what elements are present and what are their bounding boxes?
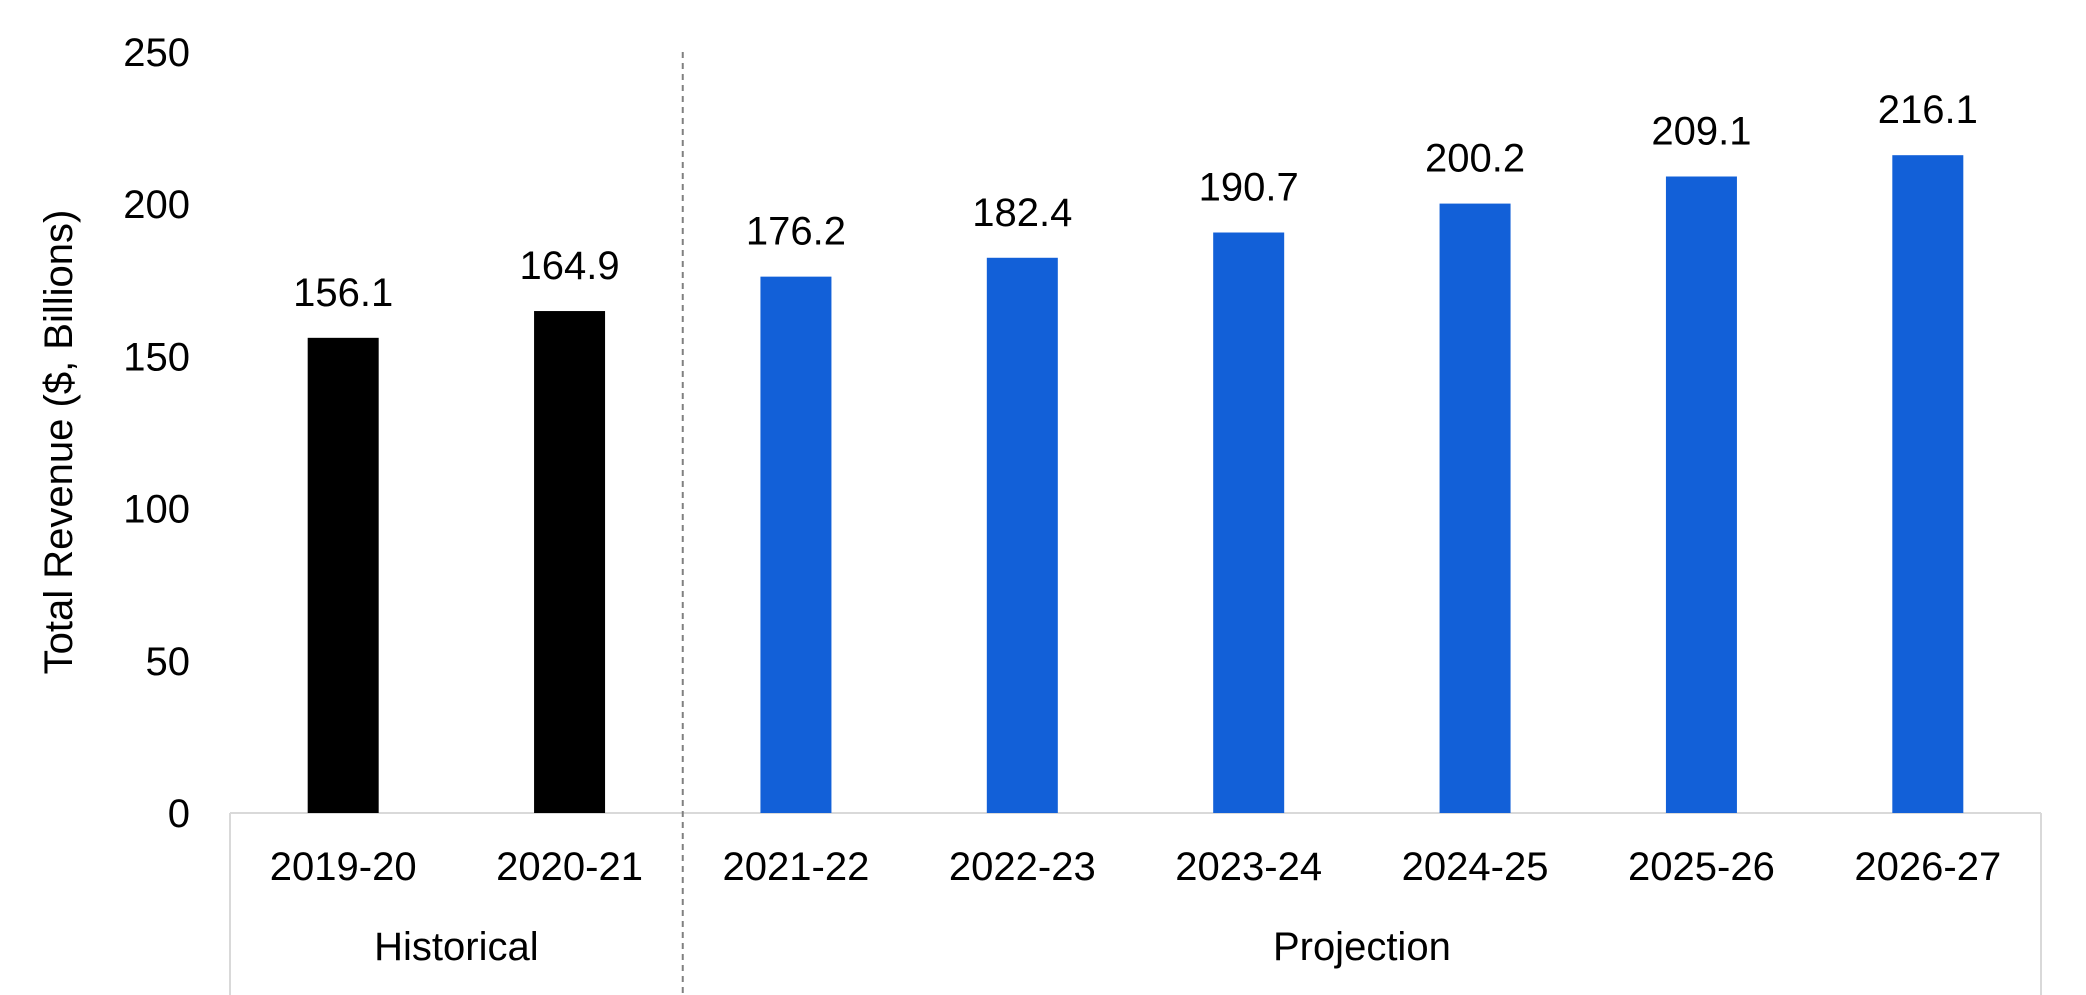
bar-2022-23 [986,257,1058,813]
y-tick-label: 150 [123,335,190,379]
group-labels: Historical Projection [374,52,1451,995]
data-labels: 156.1 164.9 176.2 182.4 190.7 200.2 209.1 216.1 [293,88,1978,315]
bar-2025-26 [1665,176,1737,813]
x-axis: 2019-20 2020-21 2021-22 2022-23 2023-24 2024-… [229,812,2042,995]
data-label-2022-23: 182.4 [972,191,1072,235]
bar-2024-25 [1439,203,1511,814]
data-label-2020-21: 164.9 [520,244,620,288]
bar-2026-27 [1892,155,1964,814]
data-label-2021-22: 176.2 [746,210,846,254]
y-tick-label: 0 [168,792,190,836]
x-tick-label-2022-23: 2022-23 [949,845,1096,889]
bar-2020-21 [534,311,606,813]
bar-2021-22 [760,276,832,813]
x-tick-label-2020-21: 2020-21 [496,845,643,889]
group-label-projection: Projection [1273,925,1451,969]
data-label-2023-24: 190.7 [1199,166,1299,210]
y-axis-title: Total Revenue ($, Billions) [37,210,81,675]
data-label-2026-27: 216.1 [1878,88,1978,132]
bar-2023-24 [1213,232,1285,813]
y-tick-label: 50 [146,640,191,684]
x-tick-label-2023-24: 2023-24 [1175,845,1322,889]
data-label-2019-20: 156.1 [293,271,393,315]
x-tick-label-2021-22: 2021-22 [723,845,870,889]
bar-2019-20 [307,337,379,813]
y-tick-label: 100 [123,488,190,532]
group-label-historical: Historical [374,925,538,969]
x-tick-label-2026-27: 2026-27 [1854,845,2001,889]
x-tick-label-2019-20: 2019-20 [270,845,417,889]
y-tick-label: 250 [123,31,190,75]
bars [307,155,1964,814]
y-axis: 0 50 100 150 200 250 [123,31,190,836]
x-tick-label-2024-25: 2024-25 [1402,845,1549,889]
y-tick-label: 200 [123,183,190,227]
data-label-2024-25: 200.2 [1425,137,1525,181]
x-tick-label-2025-26: 2025-26 [1628,845,1775,889]
data-label-2025-26: 209.1 [1651,109,1751,153]
